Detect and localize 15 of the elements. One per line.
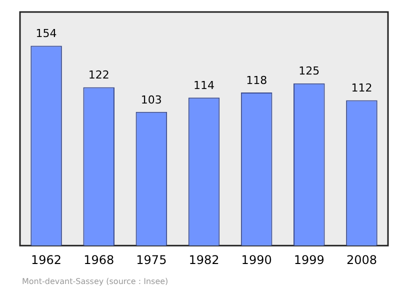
x-tick-label: 1999	[294, 252, 324, 267]
data-label: 122	[88, 68, 110, 82]
x-tick-label: 1990	[241, 252, 272, 267]
data-label: 125	[298, 64, 320, 78]
data-label: 103	[140, 93, 162, 106]
x-tick-label: 1982	[188, 252, 220, 267]
x-tick-label: 2008	[346, 252, 377, 267]
x-tick-label: 1962	[31, 252, 62, 267]
data-label: 154	[36, 27, 57, 40]
text: Mont-devant-Sassey (source : Insee)	[22, 277, 170, 286]
data-label: 118	[246, 74, 268, 87]
x-tick-label: 1975	[136, 252, 167, 267]
data-label: 114	[194, 79, 214, 92]
data-label: 112	[351, 82, 372, 95]
x-tick-label: 1968	[84, 252, 114, 267]
